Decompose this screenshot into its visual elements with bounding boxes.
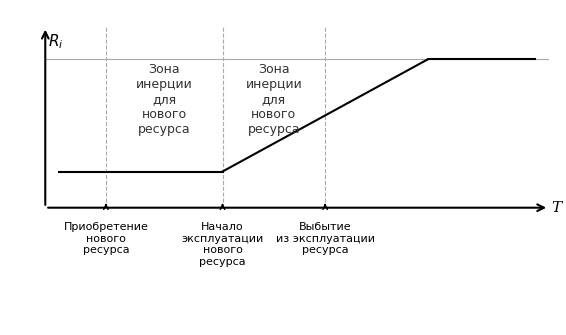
Text: Выбытие
из эксплуатации
ресурса: Выбытие из эксплуатации ресурса bbox=[276, 222, 375, 255]
Text: $R_i$: $R_i$ bbox=[48, 32, 63, 51]
Text: Зона
инерции
для
нового
ресурса: Зона инерции для нового ресурса bbox=[246, 63, 302, 136]
Text: T: T bbox=[551, 201, 561, 215]
Text: Приобретение
нового
ресурса: Приобретение нового ресурса bbox=[63, 222, 148, 255]
Text: Начало
эксплуатации
нового
ресурса: Начало эксплуатации нового ресурса bbox=[181, 222, 264, 267]
Text: Зона
инерции
для
нового
ресурса: Зона инерции для нового ресурса bbox=[136, 63, 192, 136]
